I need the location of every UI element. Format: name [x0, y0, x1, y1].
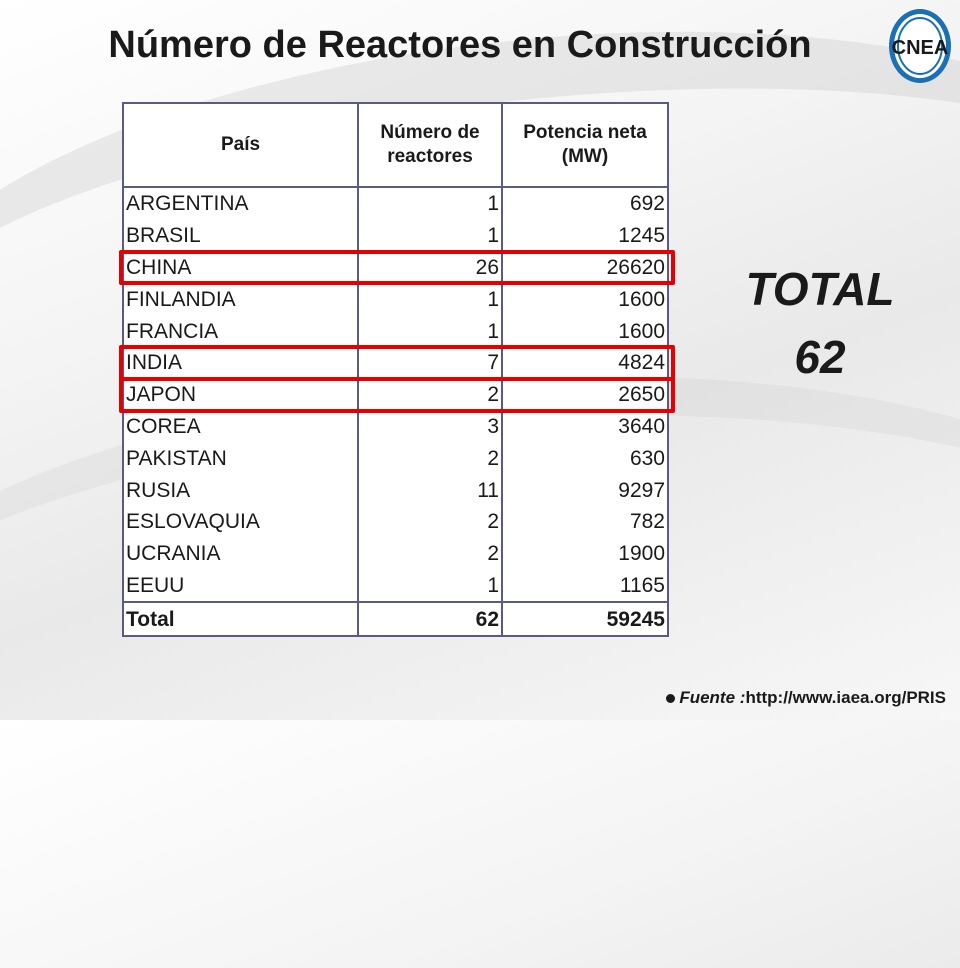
cell-reactors: 1	[357, 187, 502, 220]
total-reactors-cell: 62	[357, 601, 502, 637]
table-total-row: Total 62 59245	[123, 601, 668, 637]
cell-reactors: 1	[357, 569, 502, 603]
total-label-cell: Total	[123, 601, 358, 637]
cell-country: CHINA	[126, 255, 192, 279]
table-row: CHINA 26 26620	[123, 251, 668, 284]
cell-reactors: 2	[357, 537, 502, 570]
table-row: FRANCIA 1 1600	[123, 315, 668, 347]
cell-reactors: 2	[357, 442, 502, 475]
cell-country: JAPON	[126, 383, 197, 407]
cell-reactors: 3	[357, 410, 502, 443]
table-row: UCRANIA 2 1900	[123, 537, 668, 570]
source-label: Fuente :	[679, 688, 746, 707]
cell-country: COREA	[126, 414, 201, 438]
cell-power: 630	[501, 442, 668, 475]
table-header-row: País Número de reactores Potencia neta (…	[123, 103, 668, 188]
cell-power: 692	[501, 187, 668, 220]
cell-country: FINLANDIA	[126, 287, 236, 311]
cell-power: 1900	[501, 537, 668, 570]
summary-total-label: TOTAL	[745, 263, 895, 315]
cell-country: PAKISTAN	[126, 446, 227, 470]
total-power-cell: 59245	[501, 601, 668, 637]
cell-country: ARGENTINA	[126, 192, 249, 216]
slide-title: Número de Reactores en Construcción	[108, 24, 812, 66]
table-row: FINLANDIA 1 1600	[123, 283, 668, 316]
table-row: RUSIA 11 9297	[123, 474, 668, 506]
bullet-icon	[666, 694, 676, 704]
table-row: PAKISTAN 2 630	[123, 442, 668, 475]
cell-power: 9297	[501, 474, 668, 506]
cell-power: 1165	[501, 569, 668, 603]
cell-reactors: 1	[357, 219, 502, 252]
cell-country: RUSIA	[126, 478, 191, 502]
cell-country: UCRANIA	[126, 542, 221, 566]
cell-reactors: 7	[357, 346, 502, 379]
cell-reactors: 1	[357, 315, 502, 347]
header-power: Potencia neta (MW)	[501, 103, 668, 188]
cell-reactors: 26	[357, 251, 502, 284]
cell-power: 782	[501, 505, 668, 538]
table-row: BRASIL 1 1245	[123, 219, 668, 252]
table-row: JAPON 2 2650	[123, 378, 668, 411]
source-url[interactable]: http://www.iaea.org/PRIS	[745, 688, 946, 707]
cell-country: INDIA	[126, 351, 183, 375]
header-country: País	[123, 103, 358, 188]
summary-total-value: 62	[794, 331, 846, 383]
logo-text: CNEA	[892, 37, 949, 59]
cell-country: FRANCIA	[126, 319, 219, 343]
cell-country: EEUU	[126, 573, 185, 597]
cell-power: 1245	[501, 219, 668, 252]
table-row: ESLOVAQUIA 2 782	[123, 505, 668, 538]
table-row: COREA 3 3640	[123, 410, 668, 443]
cell-power: 3640	[501, 410, 668, 443]
cell-power: 1600	[501, 283, 668, 316]
table-row: ARGENTINA 1 692	[123, 187, 668, 220]
cell-power: 2650	[501, 378, 668, 411]
cell-country: ESLOVAQUIA	[126, 510, 260, 534]
table-row: INDIA 7 4824	[123, 346, 668, 379]
cell-country: BRASIL	[126, 224, 201, 248]
table-row: EEUU 1 1165	[123, 569, 668, 603]
reactors-table: País Número de reactores Potencia neta (…	[122, 102, 669, 638]
cell-reactors: 1	[357, 283, 502, 316]
cell-power: 1600	[501, 315, 668, 347]
cell-power: 4824	[501, 346, 668, 379]
cell-reactors: 11	[357, 474, 502, 506]
cell-reactors: 2	[357, 378, 502, 411]
cell-reactors: 2	[357, 505, 502, 538]
cnea-logo: CNEA	[886, 6, 954, 86]
source-note: Fuente :http://www.iaea.org/PRIS	[666, 688, 946, 708]
header-reactors: Número de reactores	[357, 103, 502, 188]
cell-power: 26620	[501, 251, 668, 284]
